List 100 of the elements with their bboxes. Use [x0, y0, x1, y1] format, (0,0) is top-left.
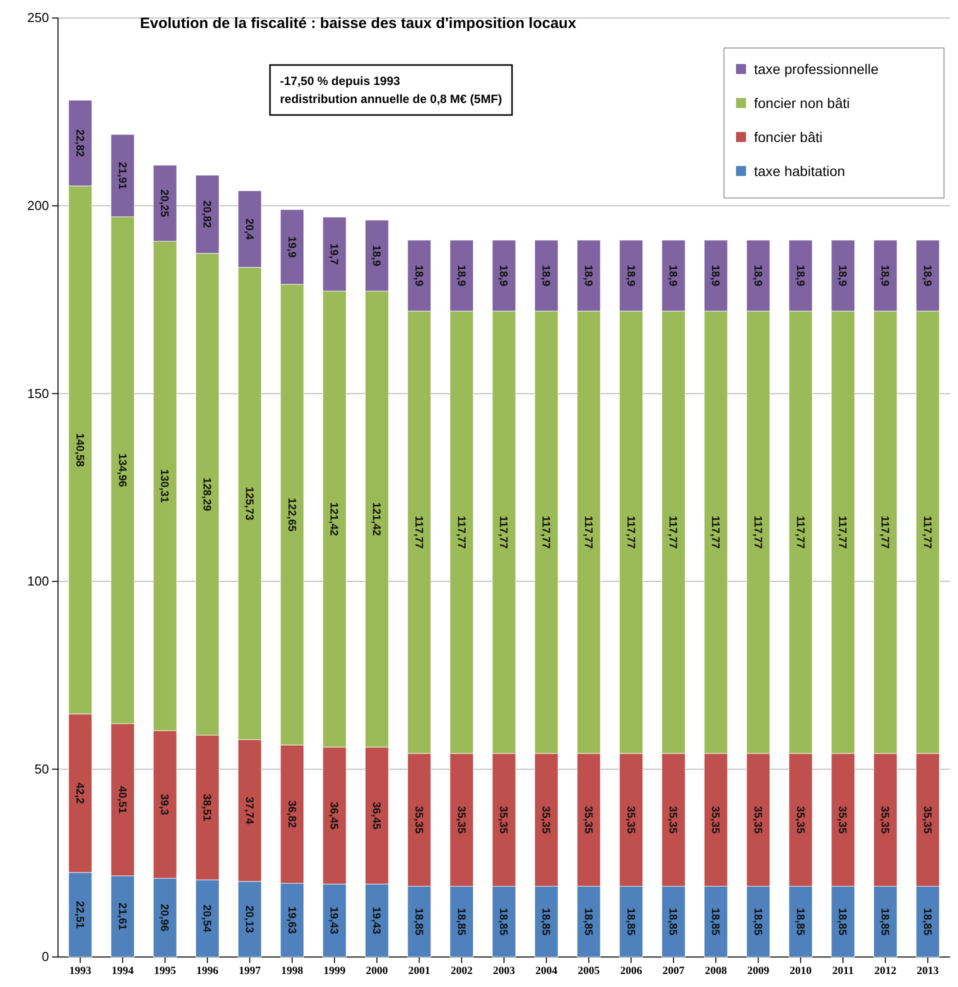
legend-label: foncier non bâti [754, 95, 850, 111]
chart-title: Evolution de la fiscalité : baisse des taux d'imposition locaux [140, 15, 577, 32]
data-label: 18,85 [920, 908, 933, 936]
data-label: 35,35 [412, 806, 424, 834]
data-label: 35,35 [878, 806, 891, 834]
data-label: 18,9 [624, 264, 636, 286]
data-label: 18,85 [794, 908, 806, 936]
x-tick-label: 1996 [196, 964, 219, 977]
data-label: 35,35 [582, 806, 594, 834]
data-label: 20,82 [200, 200, 213, 228]
data-label: 37,74 [242, 796, 255, 826]
data-label: 18,9 [540, 264, 552, 286]
data-label: 20,54 [200, 904, 213, 934]
data-label: 130,31 [158, 469, 170, 503]
data-label: 36,82 [285, 800, 298, 828]
data-label: 20,25 [158, 189, 170, 217]
data-label: 121,42 [328, 502, 340, 536]
data-label: 36,45 [328, 802, 340, 830]
data-label: 21,91 [116, 162, 128, 190]
data-label: 18,9 [836, 264, 848, 286]
data-label: 19,43 [370, 906, 382, 934]
data-label: 42,2 [73, 782, 86, 804]
y-tick-label: 200 [27, 198, 49, 213]
x-tick-label: 2006 [620, 964, 643, 977]
data-label: 36,45 [370, 802, 382, 830]
x-tick-label: 1993 [69, 964, 92, 977]
x-tick-label: 1994 [112, 964, 134, 977]
data-label: 35,35 [666, 806, 679, 834]
x-tick-label: 1998 [281, 964, 304, 977]
data-label: 122,65 [285, 498, 298, 532]
x-tick-label: 2008 [704, 964, 728, 977]
data-label: 18,85 [836, 908, 848, 936]
data-label: 134,96 [116, 453, 128, 488]
legend-label: taxe professionnelle [754, 61, 879, 77]
annotation: redistribution annuelle de 0,8 M€ (5MF) [280, 92, 502, 106]
x-tick-label: 2011 [832, 964, 854, 977]
data-label: 18,9 [412, 264, 424, 286]
data-label: 18,9 [666, 264, 679, 286]
x-tick-label: 2012 [874, 964, 897, 977]
data-label: 18,9 [709, 264, 722, 286]
data-label: 35,35 [709, 806, 722, 834]
data-label: 35,35 [794, 806, 806, 834]
x-tick-label: 1999 [324, 964, 346, 977]
legend-label: foncier bâti [754, 129, 822, 145]
annotation: -17,50 % depuis 1993 [280, 74, 400, 88]
data-label: 20,96 [158, 904, 170, 932]
x-tick-label: 2009 [747, 964, 770, 977]
data-label: 18,9 [920, 264, 933, 286]
y-tick-label: 0 [42, 949, 49, 964]
data-label: 19,63 [285, 906, 298, 934]
data-label: 19,43 [328, 906, 340, 934]
data-label: 35,35 [624, 806, 636, 834]
data-label: 18,85 [497, 908, 510, 936]
data-label: 117,77 [794, 516, 806, 549]
data-label: 18,85 [878, 908, 891, 936]
data-label: 18,85 [709, 908, 722, 936]
x-tick-label: 2005 [578, 964, 600, 977]
data-label: 121,42 [370, 502, 382, 536]
data-label: 22,51 [73, 900, 86, 928]
data-label: 117,77 [920, 516, 933, 549]
x-tick-label: 1997 [238, 964, 262, 977]
data-label: 117,77 [454, 516, 467, 549]
x-tick-label: 2007 [662, 964, 685, 977]
data-label: 117,77 [497, 516, 510, 549]
x-tick-label: 1995 [154, 964, 176, 977]
data-label: 40,51 [116, 786, 128, 814]
data-label: 19,9 [285, 236, 298, 258]
data-label: 18,85 [751, 908, 764, 936]
data-label: 18,9 [751, 264, 764, 286]
x-tick-label: 2004 [535, 964, 558, 977]
data-label: 125,73 [242, 486, 255, 520]
data-label: 117,77 [412, 516, 424, 549]
data-label: 35,35 [920, 806, 933, 834]
x-tick-label: 2001 [408, 964, 430, 977]
x-tick-label: 2010 [790, 964, 812, 977]
data-label: 117,77 [751, 516, 764, 549]
x-tick-label: 2003 [493, 964, 516, 977]
data-label: 20,13 [242, 905, 255, 933]
y-tick-label: 50 [34, 761, 49, 776]
data-label: 18,85 [412, 908, 424, 936]
data-label: 35,35 [454, 806, 467, 834]
data-label: 18,9 [582, 264, 594, 286]
data-label: 38,51 [200, 794, 213, 822]
data-label: 35,35 [540, 806, 552, 834]
data-label: 117,77 [709, 516, 722, 549]
data-label: 22,82 [73, 129, 86, 157]
data-label: 117,77 [540, 516, 552, 549]
data-label: 18,9 [454, 264, 467, 286]
data-label: 18,85 [454, 908, 467, 936]
legend-label: taxe habitation [754, 163, 846, 179]
data-label: 39,3 [158, 794, 170, 816]
data-label: 18,9 [497, 264, 510, 286]
data-label: 18,9 [370, 244, 382, 266]
data-label: 19,7 [328, 243, 340, 265]
data-label: 117,77 [666, 516, 679, 549]
data-label: 20,4 [242, 218, 255, 241]
data-label: 117,77 [836, 516, 848, 549]
data-label: 117,77 [582, 516, 594, 549]
data-label: 35,35 [836, 806, 848, 834]
y-tick-label: 250 [27, 10, 49, 26]
